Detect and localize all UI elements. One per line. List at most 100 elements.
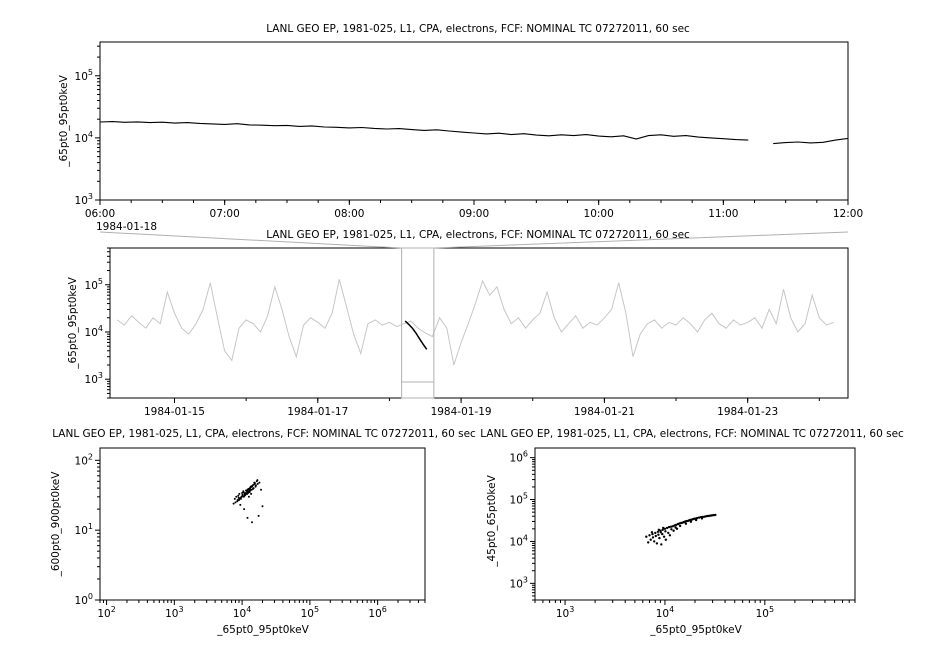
data-point bbox=[662, 535, 666, 538]
data-point bbox=[700, 517, 704, 520]
data-point bbox=[654, 531, 657, 535]
zoom-connector-left bbox=[99, 231, 402, 249]
y-tick-label: 106 bbox=[510, 450, 528, 465]
data-point bbox=[250, 492, 253, 495]
data-point bbox=[258, 481, 261, 484]
x-tick-label: 11:00 bbox=[708, 208, 738, 220]
data-point bbox=[695, 516, 699, 520]
data-point bbox=[238, 492, 241, 495]
data-point bbox=[238, 497, 241, 500]
x-tick-label: 1984-01-19 bbox=[431, 406, 492, 418]
data-point bbox=[241, 492, 244, 494]
scatter-45-65-plot-area[interactable] bbox=[535, 448, 855, 600]
scatter-left-title: LANL GEO EP, 1981-025, L1, CPA, electron… bbox=[52, 428, 476, 440]
y-tick-label: 101 bbox=[75, 522, 93, 537]
y-tick-label: 103 bbox=[510, 575, 528, 590]
x-tick-label: 1984-01-15 bbox=[144, 406, 205, 418]
context-timeseries-panel: 1984-01-15 1984-01-17 1984-01-19 1984-01-21… bbox=[85, 247, 849, 418]
data-point bbox=[234, 501, 237, 504]
y-tick-label: 104 bbox=[75, 130, 93, 145]
data-point bbox=[664, 538, 667, 541]
data-point bbox=[656, 530, 660, 533]
data-point bbox=[671, 525, 674, 528]
detail-timeseries-plot-area[interactable] bbox=[100, 42, 848, 200]
data-point bbox=[714, 513, 717, 517]
data-point bbox=[244, 492, 247, 494]
data-point bbox=[243, 494, 246, 497]
x-tick-label: 10:00 bbox=[584, 208, 614, 220]
scatter-600-900-plot-area[interactable] bbox=[100, 448, 425, 600]
data-point bbox=[653, 540, 656, 543]
data-point bbox=[256, 482, 259, 485]
context-flux-65-95keV bbox=[116, 279, 834, 366]
data-point bbox=[246, 490, 249, 493]
x-tick-label: 104 bbox=[233, 605, 251, 620]
x-tick-label: 09:00 bbox=[459, 208, 489, 220]
selection-box[interactable] bbox=[401, 247, 435, 399]
scatter-left-ylabel: _600pt0_900pt0keV bbox=[50, 471, 62, 577]
x-tick-label: 1984-01-17 bbox=[287, 406, 348, 418]
data-point bbox=[659, 531, 662, 534]
data-point bbox=[233, 497, 236, 500]
data-point bbox=[250, 488, 253, 491]
x-tick-label: 102 bbox=[97, 605, 115, 620]
data-point bbox=[261, 505, 264, 508]
data-point bbox=[670, 528, 673, 531]
data-point bbox=[236, 499, 239, 501]
y-tick-label: 104 bbox=[510, 533, 528, 548]
scatter-right-xlabel: _65pt0_95pt0keV bbox=[650, 624, 742, 636]
data-point bbox=[241, 493, 244, 496]
x-tick-label: 12:00 bbox=[833, 208, 863, 220]
x-tick-label: 104 bbox=[656, 605, 674, 620]
data-point bbox=[647, 541, 650, 544]
data-point bbox=[240, 495, 243, 498]
data-point bbox=[664, 530, 667, 533]
data-point bbox=[253, 481, 256, 484]
data-point bbox=[662, 526, 665, 530]
data-point bbox=[672, 529, 675, 532]
data-point bbox=[651, 536, 655, 539]
context-timeseries-plot-area[interactable] bbox=[110, 248, 848, 398]
data-point bbox=[678, 524, 682, 528]
y-tick-label: 104 bbox=[85, 324, 103, 339]
data-point bbox=[248, 491, 251, 494]
data-point bbox=[684, 522, 688, 525]
x-tick-label: 103 bbox=[556, 605, 574, 620]
data-point bbox=[649, 538, 652, 541]
scatter-left-xlabel: _65pt0_95pt0keV bbox=[217, 624, 309, 636]
y-tick-label: 105 bbox=[510, 492, 528, 507]
x-tick-label: 103 bbox=[165, 605, 183, 620]
data-point bbox=[661, 532, 664, 536]
x-tick-label: 1984-01-21 bbox=[574, 406, 635, 418]
data-point bbox=[657, 528, 661, 531]
y-tick-label: 105 bbox=[75, 68, 93, 83]
data-point bbox=[665, 526, 669, 530]
detail-panel-ylabel: _65pt0_95pt0keV bbox=[58, 75, 70, 167]
electron-flux-65-95keV bbox=[99, 121, 849, 145]
data-point bbox=[697, 516, 701, 519]
y-tick-label: 105 bbox=[85, 277, 103, 292]
context-panel-ylabel: _65pt0_95pt0keV bbox=[67, 277, 79, 369]
data-point bbox=[242, 490, 245, 493]
scatter-45-65-panel: 103 104 105 103 104 105 106 bbox=[510, 447, 856, 620]
detail-timeseries-panel: 06:00 07:00 08:00 09:00 10:00 11:00 12:00 103 10… bbox=[75, 41, 863, 220]
data-point bbox=[246, 492, 249, 495]
data-point bbox=[661, 528, 664, 531]
detail-panel-title: LANL GEO EP, 1981-025, L1, CPA, electron… bbox=[266, 23, 690, 35]
data-point bbox=[648, 534, 651, 537]
data-point bbox=[254, 485, 257, 488]
detail-panel-date-label: 1984-01-18 bbox=[96, 221, 158, 233]
data-point bbox=[251, 521, 253, 524]
data-point bbox=[237, 494, 240, 497]
x-tick-label: 106 bbox=[368, 605, 386, 620]
data-point bbox=[655, 542, 659, 545]
data-point bbox=[645, 535, 648, 538]
data-point bbox=[239, 503, 242, 506]
data-point bbox=[257, 514, 260, 517]
data-point bbox=[247, 495, 250, 498]
x-tick-label: 07:00 bbox=[210, 208, 240, 220]
x-tick-label: 105 bbox=[301, 605, 319, 620]
y-tick-label: 100 bbox=[75, 592, 93, 607]
data-point bbox=[251, 484, 254, 487]
